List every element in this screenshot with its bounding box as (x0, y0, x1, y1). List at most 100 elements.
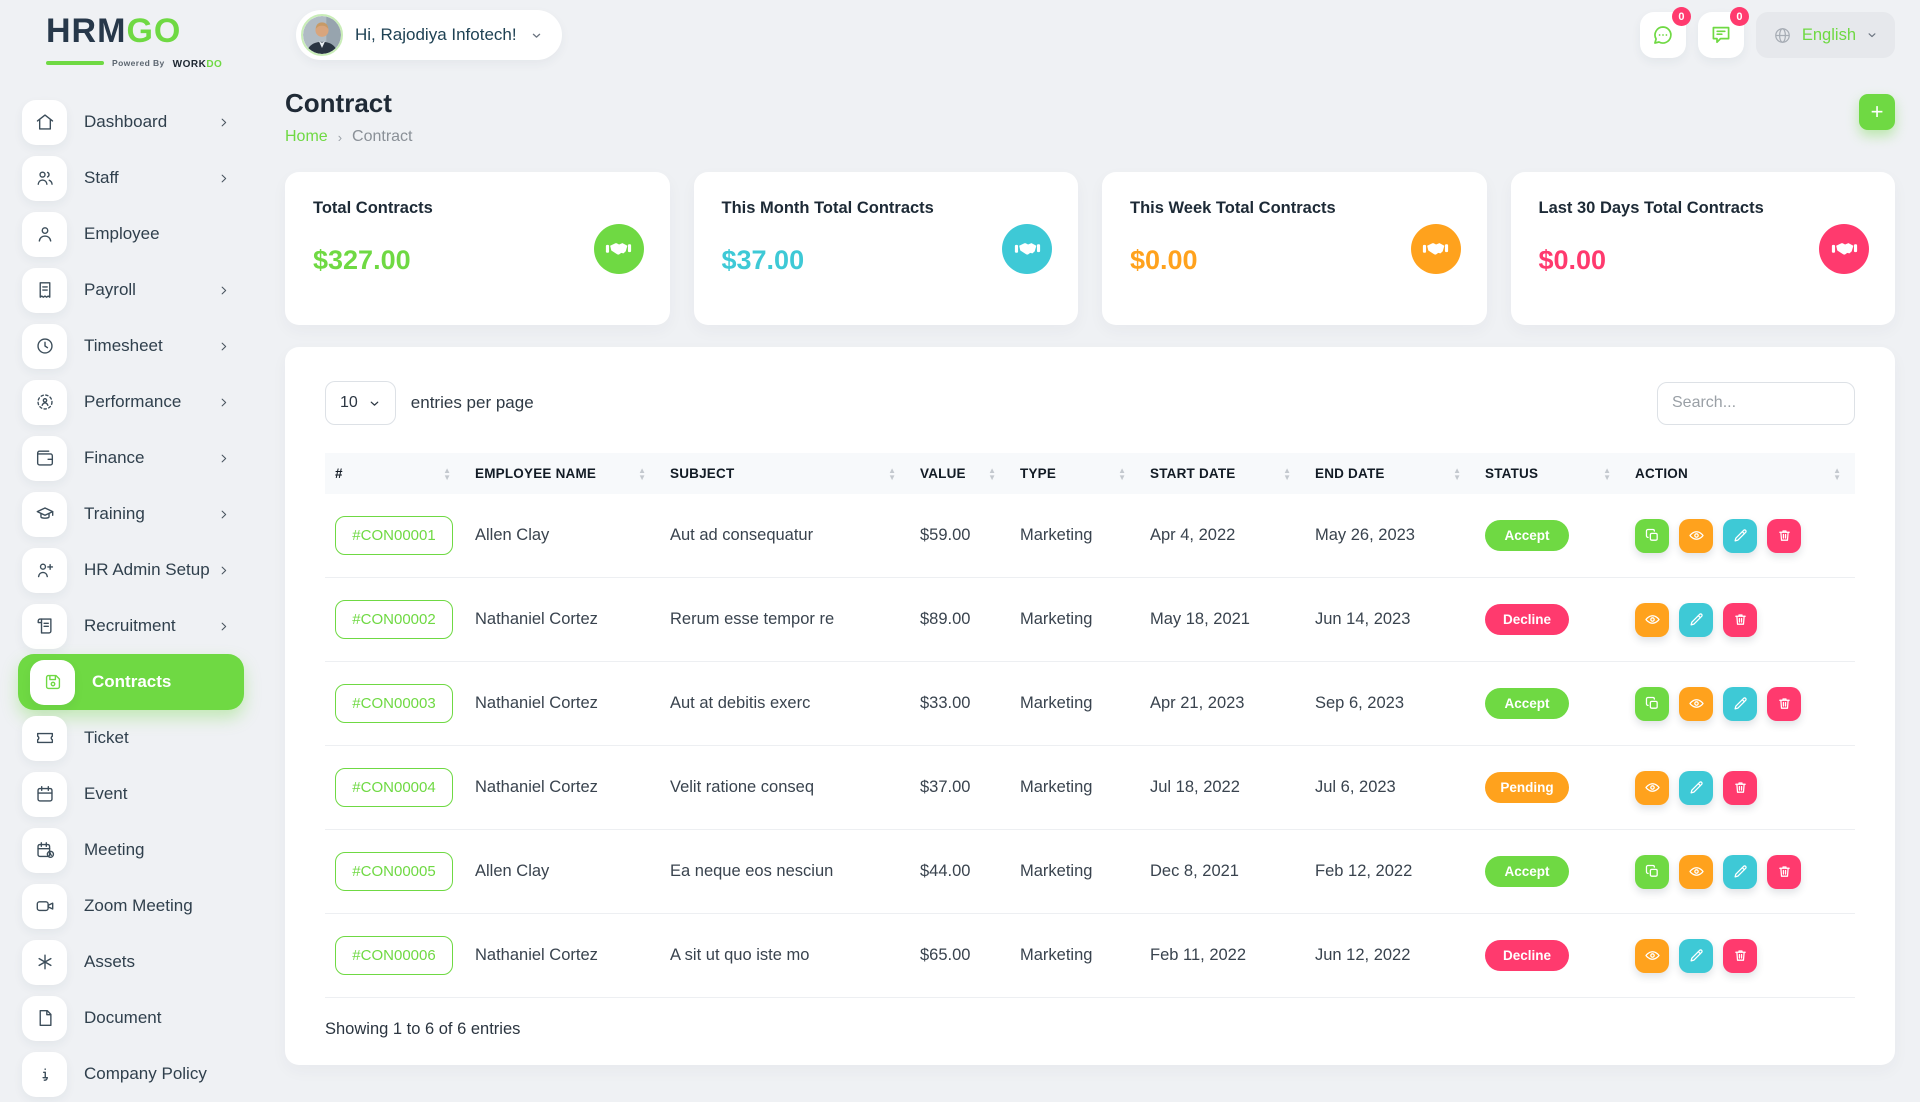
edit-icon (1689, 781, 1703, 794)
view-icon (1688, 867, 1704, 876)
type-cell: Marketing (1010, 829, 1140, 914)
page-size-select[interactable]: 10 (325, 381, 396, 425)
column-header-status[interactable]: STATUS ▲ ▼ (1475, 453, 1625, 494)
sidebar-item-zoom-meeting[interactable]: Zoom Meeting (0, 878, 262, 934)
language-selector[interactable]: English (1755, 12, 1895, 58)
add-contract-button[interactable]: + (1859, 94, 1895, 130)
sidebar-item-company-policy[interactable]: Company Policy (0, 1046, 262, 1102)
edit-button[interactable] (1679, 770, 1713, 805)
status-badge: Decline (1485, 604, 1569, 635)
breadcrumb-home[interactable]: Home (285, 128, 328, 145)
view-button[interactable] (1635, 602, 1669, 637)
delete-button[interactable] (1723, 770, 1757, 805)
search-input[interactable] (1657, 381, 1855, 425)
entries-per-page-label: entries per page (410, 393, 534, 412)
start-date-cell: Jul 18, 2022 (1140, 745, 1305, 830)
stat-value: $327.00 (313, 245, 411, 275)
end-date-cell: May 26, 2023 (1305, 494, 1475, 578)
row-actions (1635, 602, 1845, 637)
value-cell: $59.00 (910, 494, 1010, 578)
delete-button[interactable] (1723, 602, 1757, 637)
contract-id-link[interactable]: #CON00002 (335, 600, 453, 639)
sort-icon: ▲ ▼ (638, 465, 646, 482)
edit-button[interactable] (1679, 602, 1713, 637)
sidebar-item-training[interactable]: Training (0, 486, 262, 542)
delete-button[interactable] (1767, 854, 1801, 889)
column-header--[interactable]: # ▲ ▼ (325, 453, 465, 494)
delete-icon (1778, 530, 1790, 541)
sidebar-item-meeting[interactable]: Meeting (0, 822, 262, 878)
contracts-table: # ▲ ▼ EMPLOYEE NAME ▲ ▼ SUBJECT ▲ ▼ VALUE ▲… (325, 453, 1855, 998)
delete-button[interactable] (1767, 686, 1801, 721)
sidebar-item-payroll[interactable]: Payroll (0, 262, 262, 318)
chevron-right-icon (221, 174, 227, 182)
view-button[interactable] (1679, 854, 1713, 889)
start-date-cell: Apr 4, 2022 (1140, 494, 1305, 578)
table-row: #CON00003 Nathaniel Cortez Aut at debiti… (325, 661, 1855, 746)
sidebar-item-document[interactable]: Document (0, 990, 262, 1046)
sort-icon: ▲ ▼ (888, 465, 896, 482)
stat-title: This Week Total Contracts (1130, 199, 1336, 217)
handshake-icon (1819, 223, 1869, 274)
user-menu[interactable]: Hi, Rajodiya Infotech! (296, 10, 562, 60)
column-header-action[interactable]: ACTION ▲ ▼ (1625, 453, 1855, 494)
employee-name-cell: Nathaniel Cortez (465, 577, 660, 662)
edit-button[interactable] (1679, 938, 1713, 973)
sidebar-item-assets[interactable]: Assets (0, 934, 262, 990)
edit-button[interactable] (1723, 686, 1757, 721)
delete-button[interactable] (1723, 938, 1757, 973)
delete-button[interactable] (1767, 518, 1801, 553)
contract-id-link[interactable]: #CON00001 (335, 516, 453, 555)
column-header-end-date[interactable]: END DATE ▲ ▼ (1305, 453, 1475, 494)
column-header-value[interactable]: VALUE ▲ ▼ (910, 453, 1010, 494)
chevron-right-icon (221, 566, 227, 574)
value-cell: $33.00 (910, 661, 1010, 746)
notifications-button[interactable]: 0 (1697, 7, 1749, 58)
sidebar-item-recruitment[interactable]: Recruitment (0, 598, 262, 654)
sidebar-item-timesheet[interactable]: Timesheet (0, 318, 262, 374)
end-date-cell: Jul 6, 2023 (1305, 745, 1475, 830)
sidebar-item-dashboard[interactable]: Dashboard (0, 94, 262, 150)
edit-button[interactable] (1723, 854, 1757, 889)
column-header-subject[interactable]: SUBJECT ▲ ▼ (660, 453, 910, 494)
status-badge: Pending (1485, 772, 1569, 803)
sidebar-item-finance[interactable]: Finance (0, 430, 262, 486)
edit-button[interactable] (1723, 518, 1757, 553)
sidebar-item-performance[interactable]: Performance (0, 374, 262, 430)
sidebar-item-contracts[interactable]: Contracts (18, 654, 244, 710)
app-logo[interactable]: HRMGO Powered By WORKDO (46, 14, 222, 72)
meeting-icon (22, 827, 67, 873)
column-header-employee-name[interactable]: EMPLOYEE NAME ▲ ▼ (465, 453, 660, 494)
chevron-right-icon (221, 454, 227, 462)
duplicate-button[interactable] (1635, 854, 1669, 889)
stat-card-last-30-days-total-contracts: Last 30 Days Total Contracts $0.00 (1510, 172, 1895, 325)
type-cell: Marketing (1010, 745, 1140, 830)
view-button[interactable] (1679, 686, 1713, 721)
column-header-start-date[interactable]: START DATE ▲ ▼ (1140, 453, 1305, 494)
start-date-cell: May 18, 2021 (1140, 577, 1305, 662)
sidebar-item-staff[interactable]: Staff (0, 150, 262, 206)
contract-id-link[interactable]: #CON00006 (335, 936, 453, 975)
sidebar-item-hr-admin-setup[interactable]: HR Admin Setup (0, 542, 262, 598)
view-button[interactable] (1635, 938, 1669, 973)
contract-id-link[interactable]: #CON00003 (335, 684, 453, 723)
messages-button[interactable]: 0 (1639, 7, 1691, 58)
stat-card-total-contracts: Total Contracts $327.00 (285, 172, 670, 325)
sidebar-item-ticket[interactable]: Ticket (0, 710, 262, 766)
sidebar-item-employee[interactable]: Employee (0, 206, 262, 262)
view-button[interactable] (1635, 770, 1669, 805)
column-header-type[interactable]: TYPE ▲ ▼ (1010, 453, 1140, 494)
sort-icon: ▲ ▼ (1833, 465, 1841, 482)
sidebar-item-event[interactable]: Event (0, 766, 262, 822)
chevron-right-icon (221, 342, 227, 350)
view-button[interactable] (1679, 518, 1713, 553)
duplicate-icon (1645, 864, 1658, 877)
duplicate-button[interactable] (1635, 686, 1669, 721)
start-date-cell: Apr 21, 2023 (1140, 661, 1305, 746)
logo-text-accent: GO (126, 12, 182, 50)
duplicate-button[interactable] (1635, 518, 1669, 553)
start-date-cell: Feb 11, 2022 (1140, 913, 1305, 998)
contract-id-link[interactable]: #CON00005 (335, 852, 453, 891)
breadcrumb-current: Contract (352, 128, 413, 145)
contract-id-link[interactable]: #CON00004 (335, 768, 453, 807)
